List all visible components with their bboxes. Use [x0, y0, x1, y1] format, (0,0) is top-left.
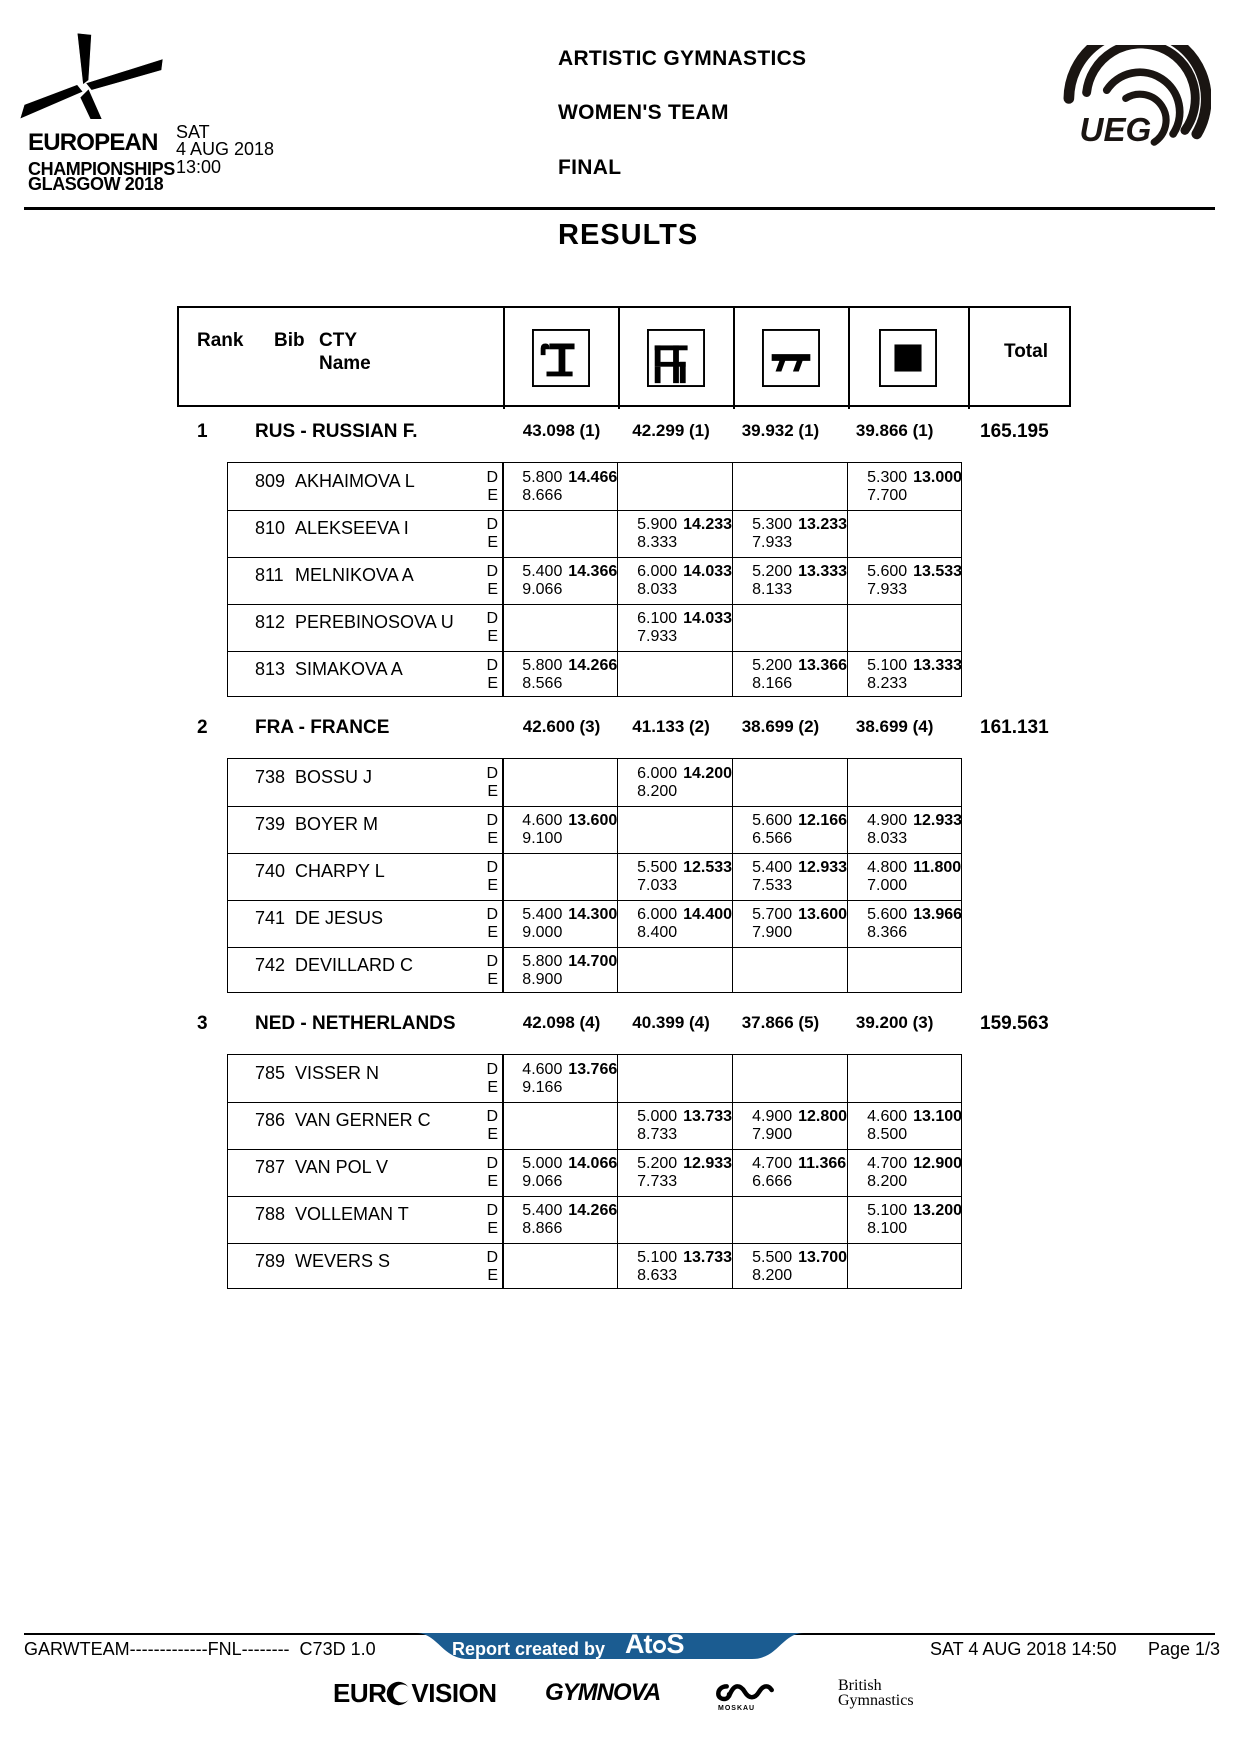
svg-text:UEG: UEG — [1080, 112, 1152, 149]
